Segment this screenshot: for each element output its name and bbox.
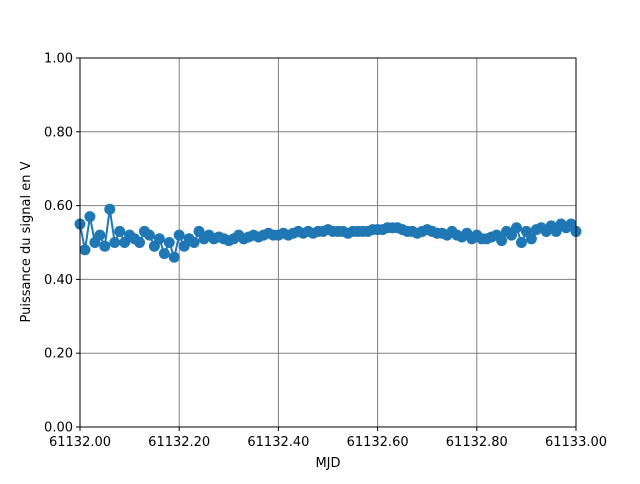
data-point [153, 233, 165, 245]
x-tick-label: 61132.60 [347, 435, 409, 450]
plot-frame [79, 57, 577, 428]
data-point [515, 237, 527, 248]
data-point [143, 229, 155, 241]
y-tick-label: 0.20 [44, 347, 73, 362]
data-point [158, 248, 170, 260]
data-point [496, 235, 508, 247]
x-tick-label: 61132.40 [247, 435, 309, 450]
data-point [84, 211, 96, 223]
data-point [168, 251, 180, 263]
data-point [134, 237, 146, 248]
x-tick-label: 61132.20 [148, 435, 210, 450]
data-point [163, 237, 175, 248]
y-tick-label: 0.40 [44, 273, 73, 288]
y-tick-label: 0.60 [44, 199, 73, 214]
data-point [79, 244, 91, 256]
data-point [188, 237, 200, 248]
y-tick-label: 1.00 [44, 52, 73, 67]
data-point [525, 233, 537, 245]
data-point [94, 229, 106, 241]
data-point [173, 229, 185, 241]
data-point [104, 203, 116, 215]
data-point [99, 240, 111, 252]
data-point [510, 222, 522, 234]
x-tick-label: 61132.00 [49, 435, 111, 450]
x-axis-label: MJD [315, 456, 340, 471]
y-tick-label: 0.80 [44, 125, 73, 140]
data-point [109, 237, 121, 248]
x-tick-label: 61132.80 [446, 435, 508, 450]
x-tick-label: 61133.00 [545, 435, 607, 450]
data-point [114, 225, 126, 237]
y-axis-label: Puissance du signal en V [19, 161, 34, 322]
y-tick-label: 0.00 [44, 421, 73, 436]
